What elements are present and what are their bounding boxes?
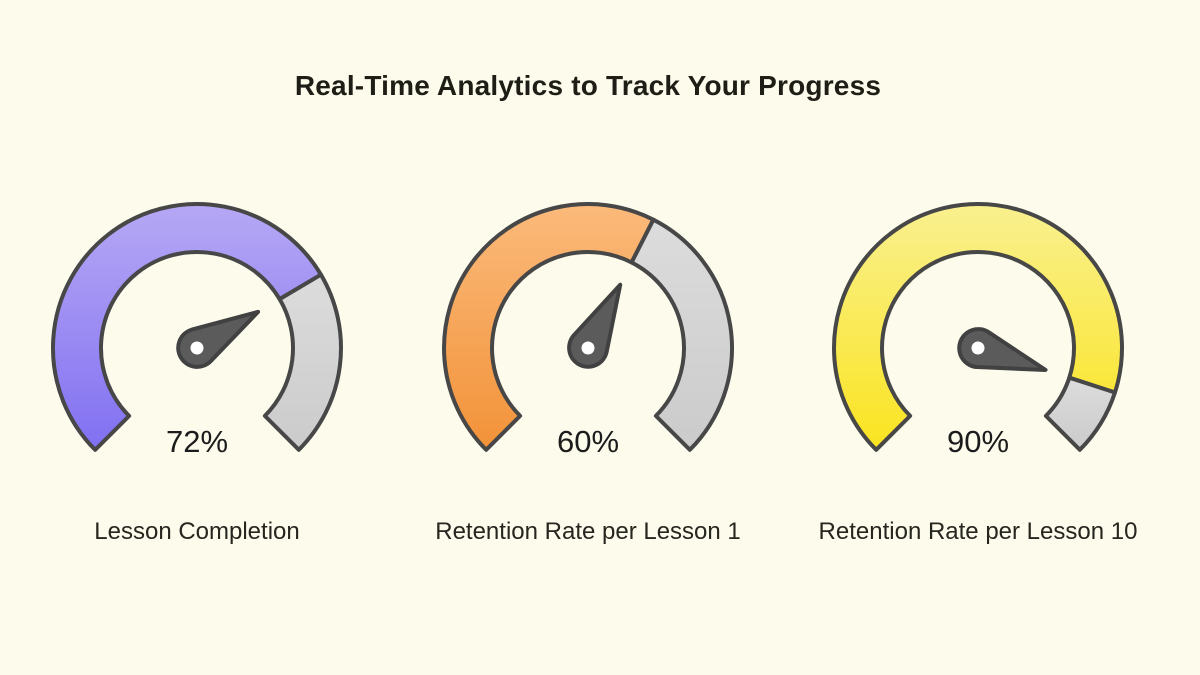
gauge-needle xyxy=(567,282,623,369)
gauge-needle-hub xyxy=(190,341,204,355)
gauge-track-arc xyxy=(262,272,343,452)
gauge-filled-arc xyxy=(832,202,1124,452)
gauge-card-lesson-completion: 72% Lesson Completion xyxy=(47,198,347,558)
gauge-card-retention-lesson-10: 90% Retention Rate per Lesson 10 xyxy=(819,198,1137,558)
gauge-chart xyxy=(51,201,343,452)
page-title: Real-Time Analytics to Track Your Progre… xyxy=(294,70,882,101)
gauge-needle xyxy=(957,327,1048,372)
gauge-value: 90% xyxy=(946,424,1010,459)
gauge-chart xyxy=(832,202,1124,452)
gauge-value: 72% xyxy=(165,424,229,459)
gauge-track-arc xyxy=(629,217,734,452)
gauge-filled-arc xyxy=(442,202,656,452)
gauge-track-arc xyxy=(1043,375,1117,452)
gauge-chart xyxy=(442,202,734,452)
gauge-label: Retention Rate per Lesson 10 xyxy=(818,518,1138,545)
gauge-value: 60% xyxy=(556,424,620,459)
gauge-label: Lesson Completion xyxy=(94,518,300,545)
gauge-needle xyxy=(176,309,261,369)
gauge-card-retention-lesson-1: 60% Retention Rate per Lesson 1 xyxy=(435,198,741,558)
gauge-needle-hub xyxy=(971,341,985,355)
gauge-needle-hub xyxy=(581,341,595,355)
gauge-label: Retention Rate per Lesson 1 xyxy=(435,518,741,545)
gauge-filled-arc xyxy=(51,201,323,452)
